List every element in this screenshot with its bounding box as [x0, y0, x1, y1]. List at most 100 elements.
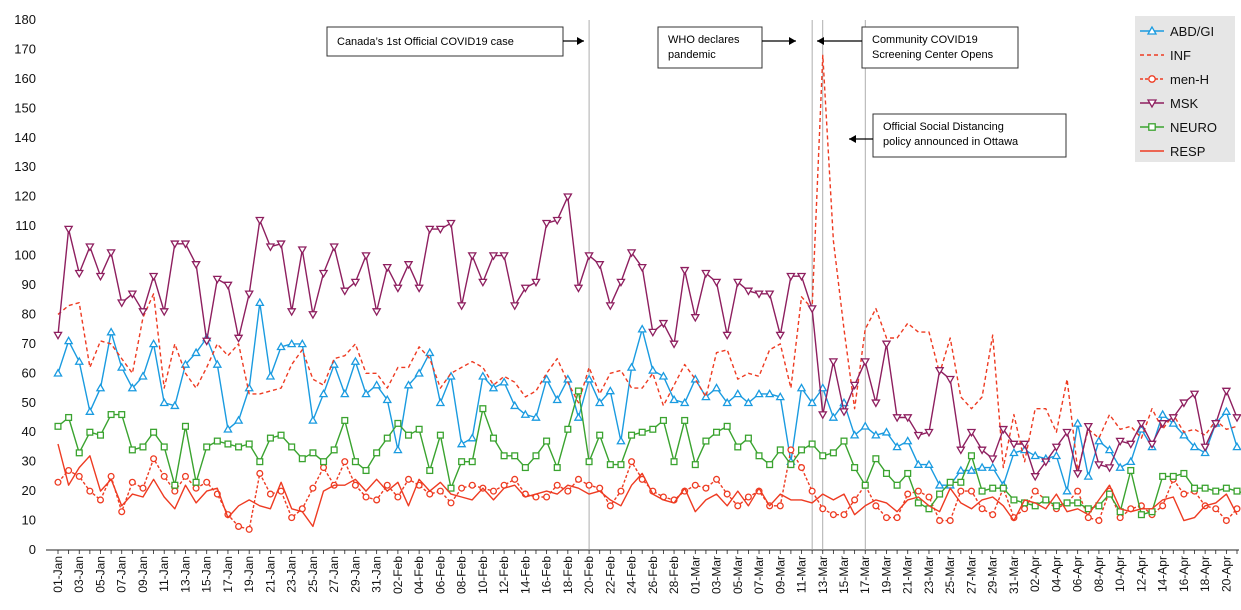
x-tick-label: 03-Jan [72, 556, 86, 593]
data-point [776, 446, 784, 454]
x-tick-label: 05-Jan [93, 556, 107, 593]
data-point [150, 428, 158, 436]
x-tick-label: 25-Mar [943, 556, 957, 594]
data-point [638, 428, 646, 436]
data-point [1157, 409, 1168, 418]
data-point [628, 458, 636, 466]
data-point [946, 517, 954, 525]
data-point [871, 399, 881, 408]
x-tick-label: 21-Jan [263, 556, 277, 593]
data-point [1104, 444, 1115, 454]
data-point [945, 375, 955, 385]
data-point [63, 225, 74, 234]
data-point [966, 465, 977, 474]
data-point [893, 481, 901, 489]
data-point [787, 461, 795, 469]
data-point [277, 431, 285, 439]
data-point [435, 397, 446, 407]
data-point [701, 269, 711, 279]
series-line [57, 443, 1238, 528]
data-point [596, 484, 604, 492]
legend-marker [1146, 25, 1158, 35]
data-point [1222, 484, 1230, 492]
data-point [797, 464, 806, 472]
data-point [479, 405, 487, 413]
data-point [1021, 505, 1029, 513]
data-point [297, 338, 308, 348]
data-point [702, 484, 710, 492]
data-point [1072, 470, 1083, 479]
data-point [361, 389, 371, 398]
data-point [998, 425, 1009, 435]
data-point [1159, 472, 1167, 480]
data-point [1200, 447, 1210, 457]
data-point [436, 431, 444, 439]
x-tick-label: 04-Apr [1049, 556, 1063, 592]
data-point [1169, 472, 1177, 480]
data-point [181, 422, 189, 430]
data-point [128, 446, 136, 454]
data-point [553, 464, 561, 472]
data-point [1030, 473, 1040, 482]
data-point [350, 356, 361, 365]
data-point [775, 391, 785, 401]
x-tick-label: 17-Jan [221, 556, 235, 593]
data-point [447, 484, 455, 492]
data-point [256, 469, 264, 477]
x-tick-label: 11-Mar [795, 556, 809, 593]
data-point [1051, 450, 1062, 460]
data-point [191, 347, 201, 357]
data-point [180, 240, 191, 249]
data-point [478, 278, 488, 287]
data-point [320, 458, 328, 466]
data-point [425, 347, 435, 357]
data-point [1106, 490, 1114, 498]
data-point [797, 446, 806, 454]
data-point [351, 458, 359, 466]
series-line [57, 195, 1238, 478]
legend-entry: INF [1140, 48, 1191, 63]
data-point [447, 499, 455, 507]
data-point [637, 324, 647, 333]
data-point [829, 449, 837, 457]
legend-marker [1148, 123, 1156, 131]
data-point [1232, 442, 1241, 451]
data-point [436, 487, 444, 495]
data-point [85, 243, 95, 252]
data-point [191, 261, 201, 270]
legend-label: NEURO [1170, 120, 1217, 135]
data-point [776, 502, 784, 510]
data-point [723, 422, 731, 430]
data-point [1180, 490, 1188, 498]
data-point [383, 434, 391, 442]
x-tick-label: 01-Mar [688, 556, 702, 594]
data-point [818, 411, 828, 420]
data-point [1221, 406, 1232, 415]
data-point [701, 391, 711, 401]
data-point [564, 487, 572, 495]
data-point [967, 452, 975, 460]
data-point [138, 308, 148, 317]
data-point [148, 272, 159, 282]
data-point [594, 261, 605, 270]
data-point [594, 397, 605, 407]
data-point [743, 397, 754, 407]
data-point [1051, 443, 1062, 452]
data-point [860, 358, 870, 367]
data-point [1211, 420, 1221, 429]
data-point [212, 275, 223, 285]
data-point [510, 400, 520, 410]
data-point [532, 452, 540, 460]
x-tick-label: 12-Apr [1134, 556, 1148, 592]
data-point [266, 490, 274, 498]
data-point [1030, 450, 1040, 460]
data-point [426, 490, 434, 498]
data-point [881, 340, 892, 349]
data-point [74, 356, 84, 365]
data-point [807, 397, 817, 407]
data-point [713, 475, 721, 483]
data-point [341, 458, 349, 466]
x-axis: 01-Jan 03-Jan 05-Jan 07-Jan 09-Jan 11-Jan 13-J… [46, 549, 1241, 594]
data-point [159, 397, 169, 407]
data-point [1200, 443, 1210, 452]
